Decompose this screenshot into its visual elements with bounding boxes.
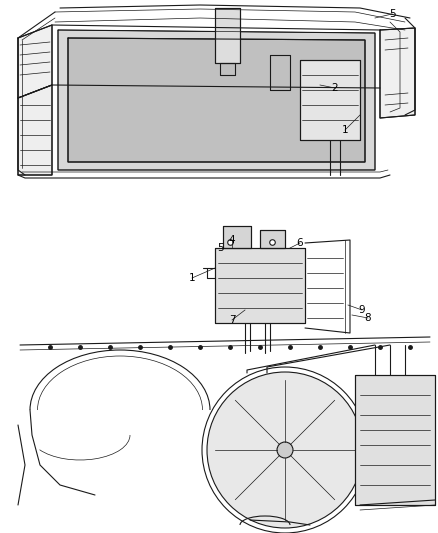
Text: 1: 1 xyxy=(189,273,195,283)
Circle shape xyxy=(207,372,363,528)
Bar xyxy=(223,226,251,248)
Text: 5: 5 xyxy=(389,9,396,19)
Text: 4: 4 xyxy=(229,235,235,245)
Polygon shape xyxy=(18,25,52,98)
Polygon shape xyxy=(18,85,52,175)
Polygon shape xyxy=(380,28,415,118)
Bar xyxy=(215,8,240,63)
Circle shape xyxy=(277,442,293,458)
Bar xyxy=(300,60,360,140)
Bar xyxy=(260,230,285,248)
Polygon shape xyxy=(68,38,365,162)
Text: 7: 7 xyxy=(229,315,235,325)
Text: 6: 6 xyxy=(297,238,303,248)
Bar xyxy=(355,375,435,505)
Text: 5: 5 xyxy=(217,243,223,253)
Bar xyxy=(215,248,305,323)
Text: 1: 1 xyxy=(342,125,348,135)
Text: 9: 9 xyxy=(359,305,365,315)
Text: 8: 8 xyxy=(365,313,371,323)
Polygon shape xyxy=(58,30,375,170)
Text: 2: 2 xyxy=(332,83,338,93)
